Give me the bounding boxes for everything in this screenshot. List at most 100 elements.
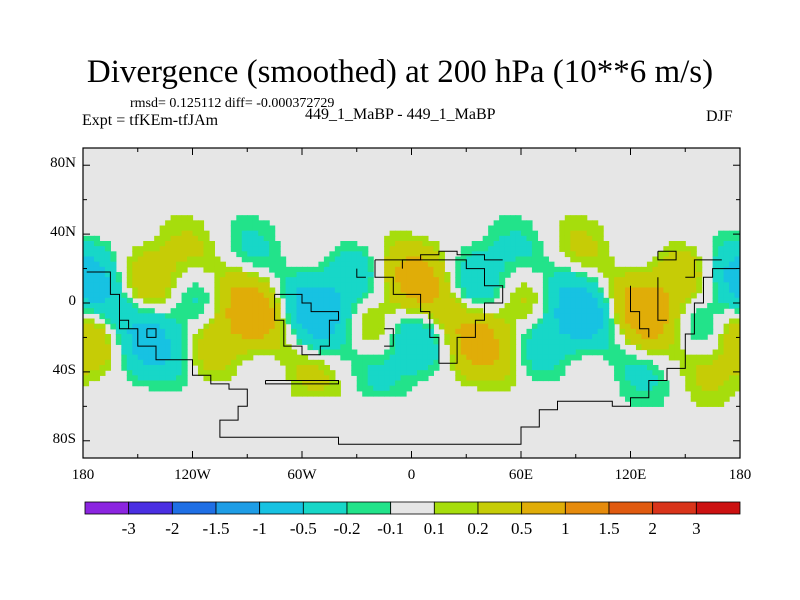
field-cell [143, 297, 150, 304]
field-cell [170, 339, 177, 345]
field-cell [356, 256, 363, 263]
field-cell [230, 266, 237, 273]
field-cell [197, 235, 205, 242]
field-cell [652, 323, 659, 330]
field-cell [258, 230, 265, 237]
field-cell [734, 344, 740, 351]
field-cell [137, 313, 144, 320]
field-cell [219, 282, 226, 289]
field-cell [165, 282, 172, 289]
field-cell [488, 235, 495, 242]
field-cell [225, 349, 232, 356]
field-cell [482, 246, 489, 252]
field-cell [603, 303, 610, 309]
field-cell [564, 349, 571, 356]
field-cell [586, 246, 593, 252]
field-cell [734, 349, 740, 356]
field-cell [93, 323, 101, 330]
field-cell [734, 303, 740, 309]
field-cell [263, 241, 270, 247]
field-cell [367, 287, 374, 294]
field-cell [696, 390, 703, 397]
field-cell [258, 246, 265, 252]
field-cell [690, 380, 697, 387]
field-cell [356, 261, 363, 268]
field-cell [126, 266, 133, 273]
field-cell [296, 323, 303, 330]
field-cell [197, 287, 205, 294]
field-cell [225, 359, 232, 366]
field-cell [93, 344, 101, 351]
field-cell [674, 297, 681, 304]
colorbar-label: 0.2 [467, 519, 489, 538]
field-cell [318, 385, 325, 392]
field-cell [592, 292, 599, 299]
field-cell [416, 282, 424, 289]
field-cell [241, 220, 248, 227]
field-cell [411, 261, 418, 268]
field-cell [165, 241, 172, 247]
field-cell [515, 308, 522, 314]
field-cell [433, 251, 440, 258]
field-cell [668, 292, 675, 299]
field-cell [302, 292, 309, 299]
field-cell [482, 328, 489, 335]
field-cell [466, 370, 473, 376]
field-cell [269, 308, 276, 314]
field-cell [718, 396, 725, 402]
field-cell [663, 344, 670, 351]
field-cell [334, 261, 341, 268]
field-cell [389, 344, 396, 351]
field-cell [83, 339, 90, 345]
field-cell [537, 328, 544, 335]
field-cell [510, 241, 517, 247]
field-cell [362, 385, 369, 392]
field-cell [115, 287, 122, 294]
field-cell [187, 256, 194, 263]
field-cell [389, 380, 396, 387]
field-cell [575, 272, 582, 278]
field-cell [625, 375, 632, 382]
colorbar-swatch [521, 501, 566, 515]
field-cell [619, 308, 626, 314]
field-cell [471, 318, 478, 325]
field-cell [570, 308, 577, 314]
field-cell [641, 390, 648, 397]
field-cell [619, 303, 626, 309]
field-cell [362, 272, 369, 278]
field-cell [553, 303, 560, 309]
field-cell [504, 246, 511, 252]
field-cell [236, 292, 243, 299]
field-cell [553, 365, 560, 371]
field-cell [619, 365, 626, 371]
field-cell [646, 297, 653, 304]
field-cell [83, 370, 90, 376]
field-cell [395, 241, 402, 247]
field-cell [586, 241, 593, 247]
field-cell [132, 344, 139, 351]
field-cell [181, 292, 188, 299]
field-cell [362, 287, 369, 294]
field-cell [181, 230, 188, 237]
field-cell [263, 308, 270, 314]
field-cell [696, 261, 703, 268]
field-cell [373, 385, 380, 392]
field-cell [345, 256, 352, 263]
field-cell [652, 339, 659, 345]
field-cell [334, 292, 341, 299]
field-cell [630, 287, 637, 294]
field-cell [444, 277, 451, 283]
field-cell [406, 256, 413, 263]
field-cell [652, 261, 659, 268]
field-cell [362, 323, 369, 330]
field-cell [586, 297, 593, 304]
field-cell [181, 375, 188, 382]
field-cell [630, 266, 637, 273]
field-cell [197, 344, 205, 351]
field-cell [707, 308, 714, 314]
field-cell [614, 344, 621, 351]
field-cell [471, 246, 478, 252]
field-cell [657, 385, 664, 392]
field-cell [488, 344, 495, 351]
field-cell [154, 313, 161, 320]
